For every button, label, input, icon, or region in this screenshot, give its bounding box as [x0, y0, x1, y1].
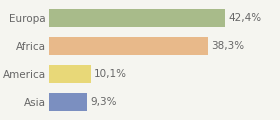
Bar: [49, 37, 208, 55]
Bar: [49, 9, 225, 27]
Bar: [49, 65, 91, 83]
Bar: [49, 93, 87, 111]
Text: 10,1%: 10,1%: [94, 69, 127, 79]
Text: 42,4%: 42,4%: [228, 13, 261, 23]
Text: 9,3%: 9,3%: [91, 97, 117, 107]
Text: 38,3%: 38,3%: [211, 41, 244, 51]
